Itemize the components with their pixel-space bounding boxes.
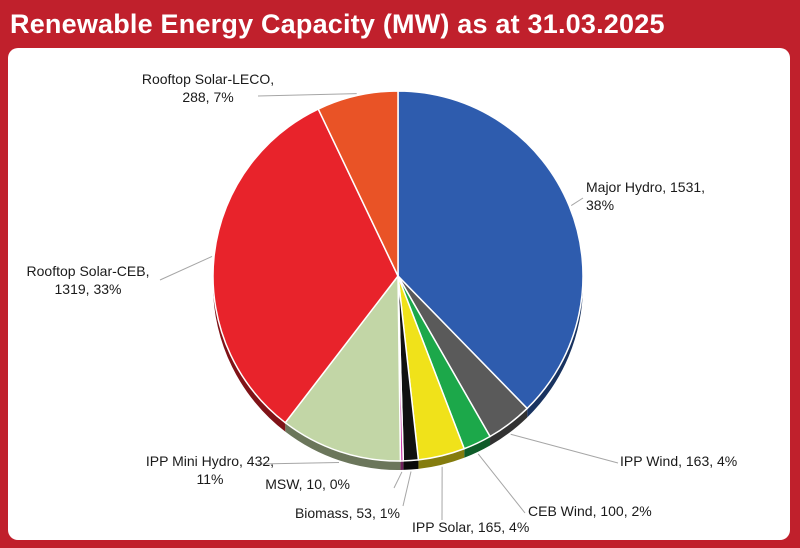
pie-chart: Major Hydro, 1531, 38% IPP Wind, 163, 4% CE… xyxy=(27,71,738,535)
leader-line xyxy=(402,471,412,507)
data-label-line: 288, 7% xyxy=(182,89,233,105)
data-label-line: Rooftop Solar-LECO, xyxy=(142,71,274,87)
pie-slice xyxy=(284,273,402,462)
data-label-line: CEB Wind, 100, 2% xyxy=(528,503,652,519)
leader-line xyxy=(510,433,619,464)
data-label-line: 11% xyxy=(197,471,224,487)
data-label-line: MSW, 10, 0% xyxy=(265,476,350,492)
data-label: IPP Wind, 163, 4% xyxy=(620,453,737,469)
slice-side xyxy=(213,276,286,432)
pie-slice xyxy=(397,90,584,410)
data-label-line: 1319, 33% xyxy=(55,281,122,297)
data-label: IPP Mini Hydro, 432, 11% xyxy=(146,453,274,487)
leader-line xyxy=(393,471,403,489)
slice-side xyxy=(285,422,401,470)
leader-line xyxy=(477,453,526,514)
data-label: MSW, 10, 0% xyxy=(265,476,350,492)
chart-panel: Major Hydro, 1531, 38% IPP Wind, 163, 4% CE… xyxy=(8,48,790,540)
slice-side xyxy=(418,448,465,469)
data-label-line: Rooftop Solar-CEB, xyxy=(27,263,150,279)
slice-side xyxy=(400,460,404,470)
data-label-line: Biomass, 53, 1% xyxy=(295,505,400,521)
data-label: Major Hydro, 1531, 38% xyxy=(586,179,705,213)
leader-line xyxy=(257,461,340,465)
data-label-line: 38% xyxy=(586,197,614,213)
slice-side xyxy=(403,459,419,470)
data-label: Biomass, 53, 1% xyxy=(295,505,400,521)
data-label-line: Major Hydro, 1531, xyxy=(586,179,705,195)
data-label: Rooftop Solar-LECO, 288, 7% xyxy=(142,71,274,105)
data-label-line: IPP Mini Hydro, 432, xyxy=(146,453,274,469)
data-label-line: IPP Wind, 163, 4% xyxy=(620,453,737,469)
leader-line xyxy=(257,93,357,97)
slice-side xyxy=(464,436,491,458)
data-label: IPP Solar, 165, 4% xyxy=(412,519,529,535)
pie-slice xyxy=(317,90,399,277)
pie-slice xyxy=(212,108,399,424)
data-label-line: IPP Solar, 165, 4% xyxy=(412,519,529,535)
leader-line xyxy=(159,255,213,281)
chart-title: Renewable Energy Capacity (MW) as at 31.… xyxy=(10,9,665,39)
data-label: Rooftop Solar-CEB, 1319, 33% xyxy=(27,263,150,297)
leader-line xyxy=(570,197,584,206)
data-label: CEB Wind, 100, 2% xyxy=(528,503,652,519)
